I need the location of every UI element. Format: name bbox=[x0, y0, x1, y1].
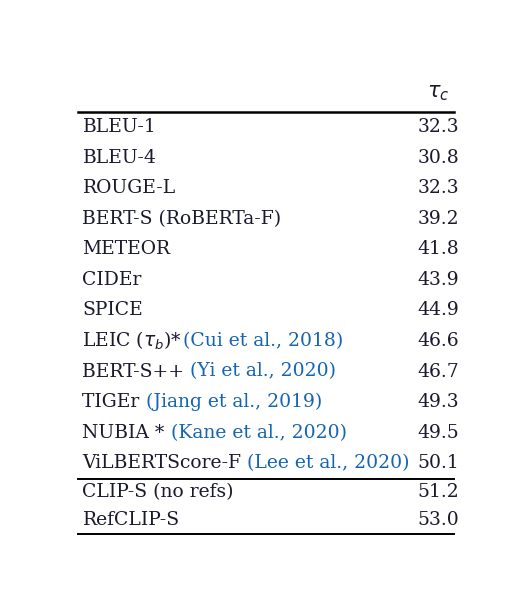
Text: 53.0: 53.0 bbox=[417, 511, 459, 529]
Text: (Yi et al., 2020): (Yi et al., 2020) bbox=[190, 363, 336, 381]
Text: NUBIA *: NUBIA * bbox=[83, 424, 171, 442]
Text: 41.8: 41.8 bbox=[417, 240, 459, 258]
Text: METEOR: METEOR bbox=[83, 240, 171, 258]
Text: CLIP-S (no refs): CLIP-S (no refs) bbox=[83, 484, 234, 501]
Text: 51.2: 51.2 bbox=[417, 484, 459, 501]
Text: 32.3: 32.3 bbox=[417, 179, 459, 197]
Text: 39.2: 39.2 bbox=[417, 210, 459, 228]
Text: $\tau_c$: $\tau_c$ bbox=[427, 83, 449, 103]
Text: ROUGE-L: ROUGE-L bbox=[83, 179, 176, 197]
Text: (Lee et al., 2020): (Lee et al., 2020) bbox=[248, 454, 410, 472]
Text: ViLBERTScore-F: ViLBERTScore-F bbox=[83, 454, 248, 472]
Text: RefCLIP-S: RefCLIP-S bbox=[83, 511, 180, 529]
Text: 46.6: 46.6 bbox=[417, 332, 459, 350]
Text: SPICE: SPICE bbox=[83, 301, 143, 320]
Text: 46.7: 46.7 bbox=[417, 363, 459, 381]
Text: BLEU-4: BLEU-4 bbox=[83, 148, 156, 167]
Text: LEIC ($\tau_b$)*: LEIC ($\tau_b$)* bbox=[83, 330, 183, 352]
Text: BLEU-1: BLEU-1 bbox=[83, 118, 156, 136]
Text: 50.1: 50.1 bbox=[417, 454, 459, 472]
Text: BERT-S++: BERT-S++ bbox=[83, 363, 190, 381]
Text: 32.3: 32.3 bbox=[417, 118, 459, 136]
Text: TIGEr: TIGEr bbox=[83, 393, 146, 411]
Text: (Cui et al., 2018): (Cui et al., 2018) bbox=[183, 332, 343, 350]
Text: 30.8: 30.8 bbox=[417, 148, 459, 167]
Text: 49.3: 49.3 bbox=[417, 393, 459, 411]
Text: 44.9: 44.9 bbox=[417, 301, 459, 320]
Text: BERT-S (RoBERTa-F): BERT-S (RoBERTa-F) bbox=[83, 210, 282, 228]
Text: (Jiang et al., 2019): (Jiang et al., 2019) bbox=[146, 393, 322, 411]
Text: CIDEr: CIDEr bbox=[83, 271, 142, 289]
Text: 49.5: 49.5 bbox=[417, 424, 459, 442]
Text: 43.9: 43.9 bbox=[417, 271, 459, 289]
Text: (Kane et al., 2020): (Kane et al., 2020) bbox=[171, 424, 347, 442]
